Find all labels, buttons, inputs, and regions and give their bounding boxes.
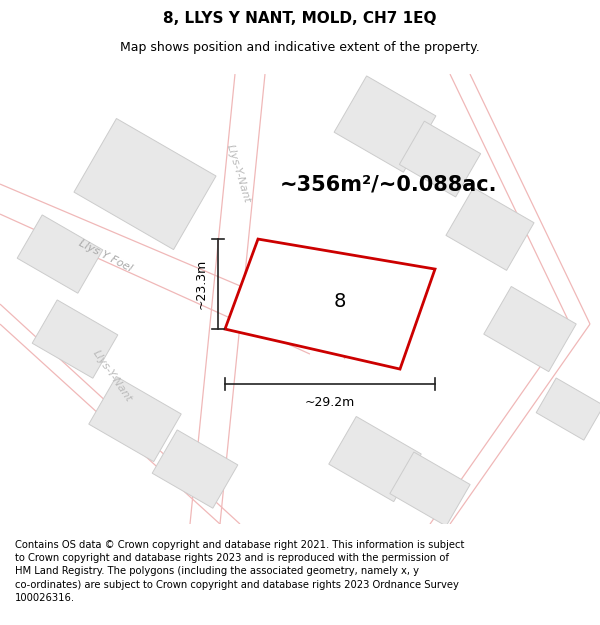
Polygon shape xyxy=(334,76,436,172)
Text: 8, LLYS Y NANT, MOLD, CH7 1EQ: 8, LLYS Y NANT, MOLD, CH7 1EQ xyxy=(163,11,437,26)
Polygon shape xyxy=(390,452,470,526)
Text: ~29.2m: ~29.2m xyxy=(305,396,355,409)
Polygon shape xyxy=(89,376,181,462)
Text: Contains OS data © Crown copyright and database right 2021. This information is : Contains OS data © Crown copyright and d… xyxy=(15,540,464,602)
Polygon shape xyxy=(446,188,534,271)
Text: Llys-Y-Nant: Llys-Y-Nant xyxy=(224,144,251,204)
Text: 8: 8 xyxy=(334,292,346,311)
Polygon shape xyxy=(32,300,118,378)
Polygon shape xyxy=(17,215,103,293)
Text: Llys Y Foel: Llys Y Foel xyxy=(77,238,133,274)
Text: ~356m²/~0.088ac.: ~356m²/~0.088ac. xyxy=(280,174,497,194)
Polygon shape xyxy=(225,239,435,369)
Polygon shape xyxy=(74,119,216,249)
Polygon shape xyxy=(536,378,600,440)
Text: Llys-Y-Nant: Llys-Y-Nant xyxy=(91,348,134,404)
Polygon shape xyxy=(152,430,238,508)
Polygon shape xyxy=(484,286,576,372)
Text: ~23.3m: ~23.3m xyxy=(195,259,208,309)
Text: Map shows position and indicative extent of the property.: Map shows position and indicative extent… xyxy=(120,41,480,54)
Polygon shape xyxy=(400,121,481,197)
Polygon shape xyxy=(329,416,421,502)
